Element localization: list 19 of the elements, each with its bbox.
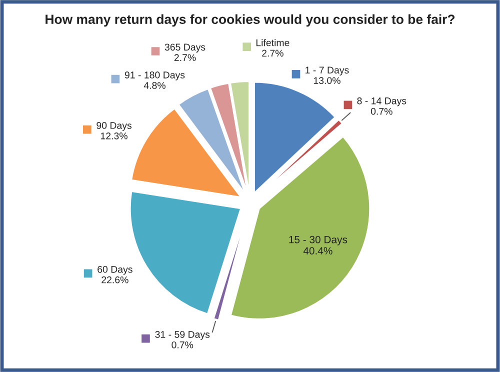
legend-label: 365 Days	[164, 44, 206, 53]
data-label: 2.7%	[262, 50, 284, 57]
slice-label: 15 - 30 Days	[289, 236, 348, 246]
legend-label: Lifetime	[256, 39, 290, 46]
data-label: 4.8%	[144, 82, 166, 89]
legend-label: 31 - 59 Days	[155, 330, 210, 340]
data-label: 13.0%	[314, 77, 340, 84]
data-label: 2.7%	[174, 54, 196, 62]
legend-label: 90 Days	[96, 122, 132, 131]
legend-label: 8 - 14 Days	[357, 97, 406, 106]
data-label: 12.3%	[100, 132, 128, 140]
data-label: 22.6%	[102, 276, 128, 284]
chart-title: How many return days for cookies would you consider to be fair?	[46, 14, 455, 27]
legend-label: 1 - 7 Days	[306, 66, 349, 76]
data-label: 0.7%	[172, 341, 194, 348]
data-label: 40.4%	[303, 247, 332, 254]
legend-label: 60 Days	[98, 266, 132, 275]
legend-label: 91 - 180 Days	[124, 72, 185, 80]
data-label: 0.7%	[370, 108, 392, 115]
